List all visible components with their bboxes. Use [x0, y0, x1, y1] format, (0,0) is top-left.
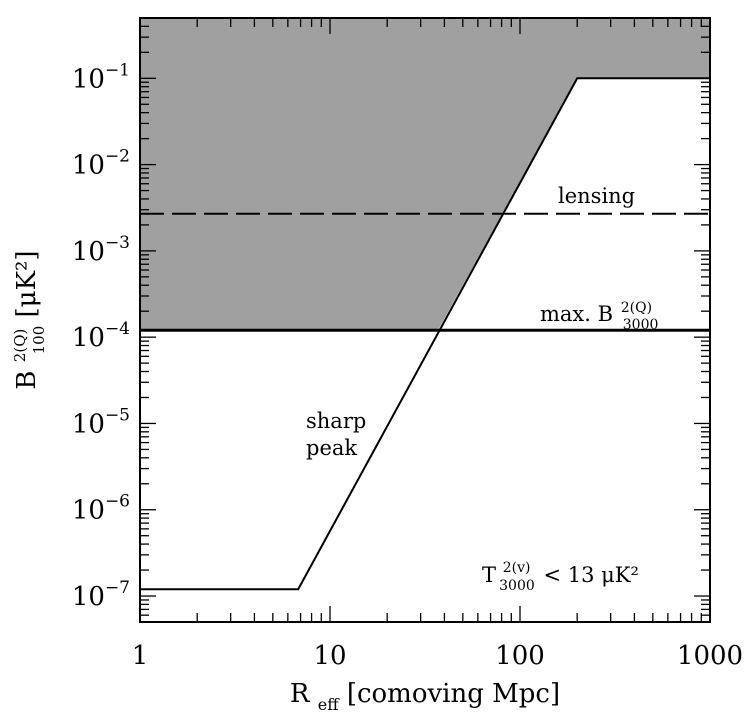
y-axis-label: B 2(Q) 100 [μK²]: [2, 250, 51, 389]
annotation-t3000-limit: T 2(v) 3000 < 13 μK²: [482, 553, 639, 595]
x-tick-label: 1000: [677, 641, 743, 671]
excluded-region: [140, 18, 710, 331]
x-tick-label: 100: [495, 641, 545, 671]
annotation-max-b3000: max. B 2(Q) 3000: [540, 293, 659, 333]
annotation-sharp: sharp: [306, 409, 366, 433]
y-tick-label: 10−6: [72, 492, 130, 526]
y-tick-label: 10−7: [72, 578, 130, 612]
y-tick-label: 10−3: [72, 233, 130, 267]
y-tick-label: 10−4: [72, 319, 130, 353]
x-tick-label: 1: [132, 641, 149, 671]
x-axis-label: R eff [comoving Mpc]: [290, 679, 560, 717]
annotation-peak: peak: [306, 436, 357, 460]
plot-frame: [139, 17, 711, 623]
sharp-peak-line: [140, 77, 710, 591]
y-tick-label: 10−2: [72, 147, 130, 181]
y-tick-label: 10−5: [72, 405, 130, 439]
x-tick-label: 10: [313, 641, 346, 671]
y-tick-label: 10−1: [72, 60, 130, 94]
annotation-lensing: lensing: [558, 184, 635, 208]
